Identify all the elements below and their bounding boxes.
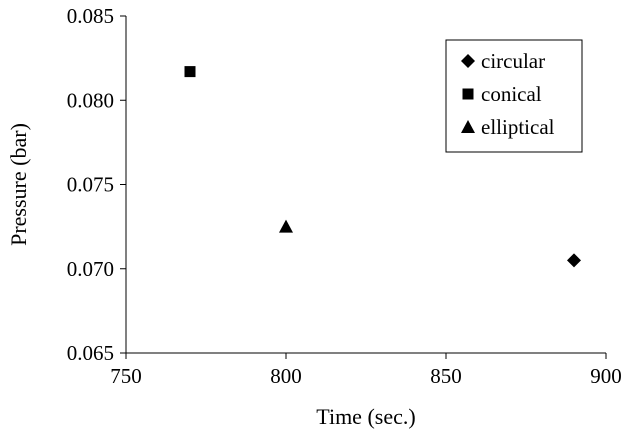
y-tick-label: 0.085 — [67, 4, 114, 28]
x-tick-label: 800 — [270, 364, 302, 388]
data-point-elliptical — [279, 219, 293, 233]
data-points — [184, 66, 581, 268]
legend-label-elliptical: elliptical — [481, 115, 555, 139]
x-axis-title: Time (sec.) — [316, 404, 415, 429]
y-tick-label: 0.070 — [67, 257, 114, 281]
y-axis-title: Pressure (bar) — [6, 123, 31, 246]
legend-label-circular: circular — [481, 49, 545, 73]
axes — [120, 15, 607, 359]
y-tick-label: 0.080 — [67, 88, 114, 112]
x-tick-label: 900 — [590, 364, 622, 388]
data-point-conical — [184, 66, 196, 78]
legend-marker-circular — [461, 54, 475, 68]
x-tick-label: 850 — [430, 364, 462, 388]
x-tick-label: 750 — [110, 364, 142, 388]
legend: circular conical elliptical — [445, 39, 583, 153]
y-tick-label: 0.075 — [67, 173, 114, 197]
data-point-circular — [567, 253, 581, 268]
legend-marker-conical — [462, 88, 474, 100]
tick-labels: 0.065 0.070 0.075 0.080 0.085 750 800 850 900 — [67, 4, 622, 388]
legend-marker-elliptical — [461, 120, 475, 133]
legend-label-conical: conical — [481, 82, 542, 106]
y-tick-label: 0.065 — [67, 341, 114, 365]
